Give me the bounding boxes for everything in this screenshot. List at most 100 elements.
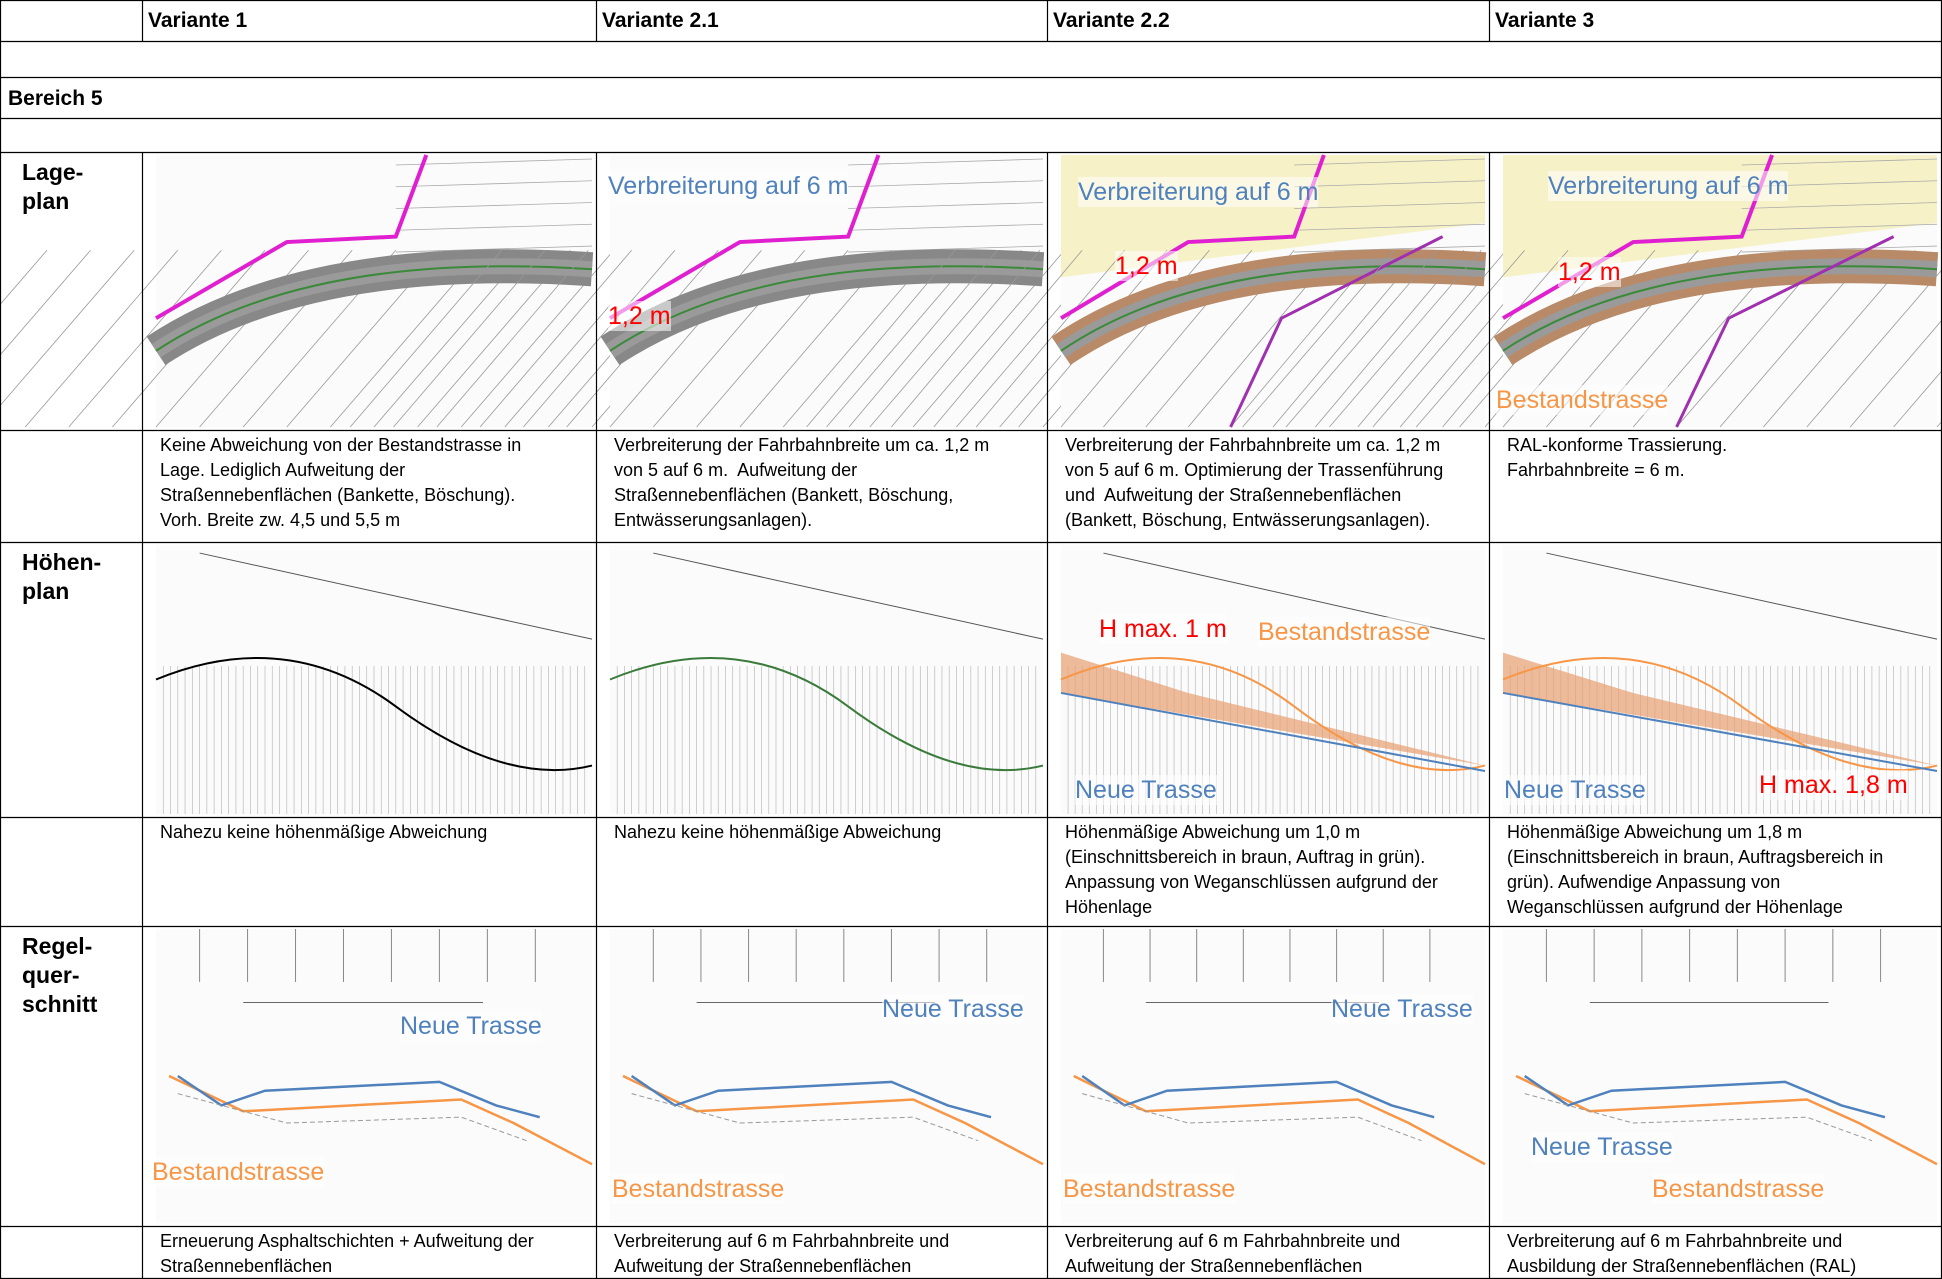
annotation: Bestandstrasse — [612, 1174, 785, 1204]
description-line: Verbreiterung der Fahrbahnbreite um ca. … — [1065, 435, 1441, 455]
description-line: Straßennebenflächen (Bankette, Böschung)… — [160, 485, 516, 505]
parcel-line — [1294, 158, 1486, 166]
grade-line — [199, 552, 593, 640]
grade-line — [653, 552, 1044, 640]
parcel-line — [1294, 180, 1486, 188]
parcel-line — [1741, 223, 1938, 231]
annotation: Neue Trasse — [1504, 775, 1646, 805]
description-line: Aufweitung der Straßennebenflächen — [614, 1256, 912, 1276]
parcel-line — [806, 249, 956, 428]
column-header: Variante 3 — [1495, 9, 1595, 32]
row-label: Regel- — [22, 933, 93, 959]
parcel-line — [395, 223, 593, 231]
description-line: Erneuerung Asphaltschichten + Aufweitung… — [160, 1231, 534, 1251]
annotation: H max. 1 m — [1099, 614, 1227, 644]
description-line: Verbreiterung der Fahrbahnbreite um ca. … — [614, 435, 990, 455]
description-line: Anpassung von Weganschlüssen aufgrund de… — [1065, 872, 1438, 892]
description-line: Straßennebenflächen (Bankett, Böschung, — [614, 485, 954, 505]
description-line: Lage. Lediglich Aufweitung der — [160, 460, 406, 480]
description-line: Vorh. Breite zw. 4,5 und 5,5 m — [160, 510, 401, 530]
parcel-line — [848, 249, 998, 428]
road-axis — [155, 265, 593, 352]
description-line: und Aufweitung der Straßennebenflächen — [1065, 485, 1402, 505]
parcel-line — [848, 202, 1044, 209]
annotation: Verbreiterung auf 6 m — [1548, 171, 1789, 201]
parcel-line — [1294, 223, 1486, 231]
description-line: Höhenmäßige Abweichung um 1,8 m — [1507, 822, 1803, 842]
boundary — [1675, 235, 1895, 428]
section-detail — [631, 1093, 979, 1142]
annotation: Bestandstrasse — [1496, 385, 1669, 415]
existing-section — [1073, 1074, 1486, 1166]
row-label: quer- — [22, 962, 80, 988]
description-line: (Einschnittsbereich in braun, Auftrag in… — [1065, 847, 1426, 867]
annotation: Verbreiterung auf 6 m — [608, 171, 849, 201]
new-section — [630, 1074, 992, 1119]
boundary — [154, 154, 429, 320]
parcel-line — [349, 249, 503, 428]
annotation: Bestandstrasse — [1258, 617, 1431, 647]
parcel-line — [1242, 249, 1395, 428]
new-section — [1081, 1074, 1435, 1119]
description-line: Fahrbahnbreite = 6 m. — [1507, 460, 1685, 480]
description-line: Nahezu keine höhenmäßige Abweichung — [614, 822, 942, 842]
row-label: Höhen- — [22, 549, 102, 575]
annotation: Neue Trasse — [1531, 1132, 1673, 1162]
parcel-line — [436, 249, 589, 428]
annotation: 1,2 m — [1115, 251, 1178, 281]
parcel-line — [848, 158, 1044, 166]
parcel-line — [933, 249, 1083, 428]
parcel-line — [393, 249, 546, 428]
description-line: Aufweitung der Straßennebenflächen — [1065, 1256, 1363, 1276]
parcel-line — [1329, 249, 1482, 428]
description-line: Weganschlüssen aufgrund der Höhenlage — [1507, 897, 1843, 917]
parcel-line — [395, 158, 593, 166]
parcel-line — [395, 180, 593, 188]
profile — [1502, 656, 1938, 772]
annotation: Neue Trasse — [1331, 994, 1473, 1024]
description-line: Ausbildung der Straßennebenflächen (RAL) — [1507, 1256, 1857, 1276]
column-header: Variante 1 — [148, 9, 248, 32]
existing-section — [168, 1074, 593, 1166]
annotation: H max. 1,8 m — [1759, 770, 1908, 800]
grade-line — [1546, 552, 1938, 640]
existing-section — [622, 1074, 1044, 1166]
road-axis — [1502, 265, 1938, 352]
description-line: grün). Aufwendige Anpassung von — [1507, 872, 1781, 892]
annotation: Neue Trasse — [882, 994, 1024, 1024]
parcel-line — [0, 249, 48, 306]
annotation: Bestandstrasse — [152, 1157, 325, 1187]
parcel-line — [24, 249, 179, 428]
description-line: Entwässerungsanlagen). — [614, 510, 813, 530]
description-line: Nahezu keine höhenmäßige Abweichung — [160, 822, 488, 842]
boundary — [1229, 235, 1444, 428]
annotation: Neue Trasse — [1075, 775, 1217, 805]
annotation: 1,2 m — [1558, 257, 1621, 287]
column-header: Variante 2.2 — [1053, 9, 1170, 32]
parcel-line — [975, 249, 1125, 428]
parcel-line — [1849, 319, 1942, 428]
row-label: plan — [22, 188, 70, 214]
road-axis — [1060, 265, 1486, 352]
parcel-line — [0, 249, 135, 407]
parcel-line — [395, 202, 593, 209]
row-label: Lage- — [22, 159, 84, 185]
boundary — [608, 154, 881, 320]
annotation: 1,2 m — [608, 301, 671, 331]
parcel-line — [395, 245, 593, 253]
description-line: Verbreiterung auf 6 m Fahrbahnbreite und — [614, 1231, 950, 1251]
description-line: von 5 auf 6 m. Aufweitung der — [614, 460, 858, 480]
column-header: Variante 2.1 — [602, 9, 719, 32]
parcel-line — [1372, 249, 1526, 428]
parcel-line — [479, 249, 632, 428]
profile — [1060, 656, 1486, 772]
section-detail — [1082, 1093, 1422, 1142]
parcel-line — [891, 249, 1041, 428]
annotation: Bestandstrasse — [1652, 1174, 1825, 1204]
parcel-line — [1741, 202, 1938, 209]
description-line: Verbreiterung auf 6 m Fahrbahnbreite und — [1065, 1231, 1401, 1251]
parcel-line — [523, 249, 676, 428]
parcel-line — [848, 223, 1044, 231]
parcel-line — [68, 249, 222, 428]
